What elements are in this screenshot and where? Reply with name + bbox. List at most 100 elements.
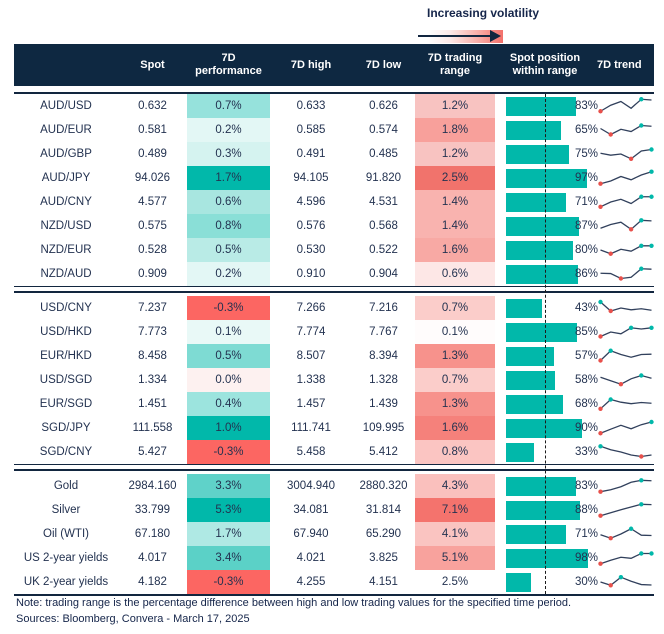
increasing-volatility-arrow	[418, 30, 503, 43]
high-value: 0.585	[296, 124, 326, 136]
table-row[interactable]: US 2-year yields 4.017 3.4% 4.021 3.825 …	[14, 546, 654, 570]
table-row[interactable]: AUD/GBP 0.489 0.3% 0.491 0.485 1.2% 75%	[14, 142, 654, 166]
table-row[interactable]: SGD/CNY 5.427 -0.3% 5.458 5.412 0.8% 33%	[14, 440, 654, 464]
trend-sparkline	[595, 296, 654, 320]
table-row[interactable]: AUD/JPY 94.026 1.7% 94.105 91.820 2.5% 9…	[14, 166, 654, 190]
spot-position-cell: 97%	[495, 166, 598, 190]
spot-value: 0.575	[138, 220, 167, 232]
position-label: 30%	[574, 576, 598, 588]
position-label: 68%	[574, 398, 598, 410]
trend-sparkline	[595, 474, 654, 498]
trend-sparkline	[595, 94, 654, 118]
spot-position-cell: 57%	[495, 344, 598, 368]
arrow-shaft	[418, 35, 490, 37]
instrument-label: AUD/JPY	[41, 172, 91, 184]
instrument-label: EUR/HKD	[40, 350, 92, 362]
instrument-label: SGD/CNY	[39, 446, 93, 458]
spot-value: 0.528	[138, 244, 167, 256]
table-row[interactable]: Silver 33.799 5.3% 34.081 31.814 7.1% 88…	[14, 498, 654, 522]
table-row[interactable]: USD/HKD 7.773 0.1% 7.774 7.767 0.1% 85%	[14, 320, 654, 344]
table-row[interactable]: AUD/CNY 4.577 0.6% 4.596 4.531 1.4% 71%	[14, 190, 654, 214]
trading-range-cell: 0.7%	[415, 296, 495, 320]
table-row[interactable]: NZD/EUR 0.528 0.5% 0.530 0.522 1.6% 80%	[14, 238, 654, 262]
position-bar	[506, 298, 543, 318]
position-bar	[506, 548, 589, 568]
low-value: 0.626	[369, 100, 398, 112]
table-row[interactable]: SGD/JPY 111.558 1.0% 111.741 109.995 1.6…	[14, 416, 654, 440]
instrument-label: NZD/AUD	[40, 268, 92, 280]
table-row[interactable]: EUR/SGD 1.451 0.4% 1.457 1.439 1.3% 68%	[14, 392, 654, 416]
table-row[interactable]: Gold 2984.160 3.3% 3004.940 2880.320 4.3…	[14, 474, 654, 498]
position-label: 88%	[574, 504, 598, 516]
table-row[interactable]: AUD/USD 0.632 0.7% 0.633 0.626 1.2% 83%	[14, 94, 654, 118]
table-row[interactable]: UK 2-year yields 4.182 -0.3% 4.255 4.151…	[14, 570, 654, 594]
trading-range-cell: 2.5%	[415, 166, 495, 190]
trading-range-cell: 0.8%	[415, 440, 495, 464]
low-value: 4.151	[369, 576, 398, 588]
position-bar	[506, 346, 554, 366]
header-7d-high[interactable]: 7D high	[290, 58, 332, 71]
trend-sparkline	[595, 570, 654, 594]
low-value: 4.531	[369, 196, 398, 208]
table-row[interactable]: Oil (WTI) 67.180 1.7% 67.940 65.290 4.1%…	[14, 522, 654, 546]
position-bar-track: 88%	[506, 498, 598, 522]
position-label: 71%	[574, 528, 598, 540]
spot-value: 1.334	[138, 374, 167, 386]
position-label: 43%	[574, 302, 598, 314]
position-label: 98%	[574, 552, 598, 564]
spot-value: 4.017	[138, 552, 167, 564]
header-7d-low[interactable]: 7D low	[365, 58, 402, 71]
group-separator	[14, 286, 654, 296]
performance-cell: 0.7%	[187, 94, 270, 118]
spot-value: 1.451	[138, 398, 167, 410]
spot-value: 5.427	[138, 446, 167, 458]
header-7d-trading-range[interactable]: 7D trading range	[427, 52, 483, 77]
table-row[interactable]: NZD/USD 0.575 0.8% 0.576 0.568 1.4% 87%	[14, 214, 654, 238]
position-bar-track: 90%	[506, 416, 598, 440]
high-value: 67.940	[293, 528, 329, 540]
trend-sparkline	[595, 344, 654, 368]
position-label: 71%	[574, 196, 598, 208]
header-spot[interactable]: Spot	[140, 58, 165, 71]
header-spot-position[interactable]: Spot position within range	[509, 52, 581, 77]
high-value: 1.457	[296, 398, 326, 410]
table-row[interactable]: NZD/AUD 0.909 0.2% 0.910 0.904 0.6% 86%	[14, 262, 654, 286]
table-row[interactable]: USD/SGD 1.334 0.0% 1.338 1.328 0.7% 58%	[14, 368, 654, 392]
position-label: 87%	[574, 220, 598, 232]
table-row[interactable]: AUD/EUR 0.581 0.2% 0.585 0.574 1.8% 65%	[14, 118, 654, 142]
spot-position-cell: 83%	[495, 94, 598, 118]
performance-cell: 0.0%	[187, 368, 270, 392]
header-7d-performance[interactable]: 7D performance	[195, 52, 262, 77]
trading-range-cell: 1.2%	[415, 142, 495, 166]
table-header: Spot 7D performance 7D high 7D low 7D tr…	[14, 44, 654, 86]
high-value: 7.774	[296, 326, 326, 338]
trading-range-cell: 1.8%	[415, 118, 495, 142]
position-bar	[506, 192, 566, 212]
performance-cell: 1.0%	[187, 416, 270, 440]
trading-range-cell: 1.6%	[415, 416, 495, 440]
position-bar	[506, 322, 578, 342]
performance-cell: 1.7%	[187, 166, 270, 190]
trend-sparkline	[595, 522, 654, 546]
spot-value: 0.581	[138, 124, 167, 136]
legend-label: Increasing volatility	[427, 6, 540, 20]
position-label: 80%	[574, 244, 598, 256]
instrument-label: AUD/EUR	[40, 124, 92, 136]
position-label: 83%	[574, 480, 598, 492]
position-bar	[506, 216, 580, 236]
position-bar-track: 75%	[506, 142, 598, 166]
performance-cell: 1.7%	[187, 522, 270, 546]
position-bar	[506, 144, 569, 164]
position-bar	[506, 264, 579, 284]
table-row[interactable]: EUR/HKD 8.458 0.5% 8.507 8.394 1.3% 57%	[14, 344, 654, 368]
trading-range-cell: 2.5%	[415, 570, 495, 594]
spot-value: 94.026	[134, 172, 171, 184]
spot-position-cell: 75%	[495, 142, 598, 166]
trading-range-cell: 1.3%	[415, 392, 495, 416]
table-row[interactable]: USD/CNY 7.237 -0.3% 7.266 7.216 0.7% 43%	[14, 296, 654, 320]
position-bar-track: 43%	[506, 296, 598, 320]
performance-cell: -0.3%	[187, 570, 270, 594]
position-label: 33%	[574, 446, 598, 458]
spot-position-cell: 80%	[495, 238, 598, 262]
header-7d-trend[interactable]: 7D trend	[597, 58, 642, 71]
